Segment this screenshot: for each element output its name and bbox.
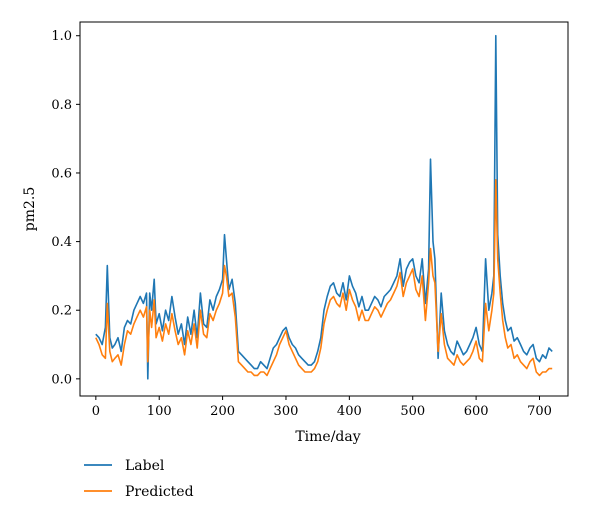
x-tick-label: 300 xyxy=(274,404,299,419)
series-line-label xyxy=(95,34,553,380)
plot-frame xyxy=(79,21,569,397)
y-tick-label: 0.0 xyxy=(51,372,72,387)
y-tick-label: 0.8 xyxy=(51,98,72,113)
x-axis-title: Time/day xyxy=(295,429,360,445)
y-axis-ticks: 0.0 0.2 0.4 0.6 0.8 1.0 xyxy=(51,29,80,387)
y-tick-label: 0.4 xyxy=(51,235,72,250)
y-tick-label: 0.6 xyxy=(51,166,72,181)
series-line-predicted xyxy=(95,179,553,377)
x-tick-label: 600 xyxy=(464,404,489,419)
legend: Label Predicted xyxy=(84,458,194,500)
series-layer xyxy=(95,34,553,380)
legend-label-label: Label xyxy=(125,458,165,474)
legend-label-predicted: Predicted xyxy=(125,484,194,500)
y-tick-label: 0.2 xyxy=(51,304,72,319)
x-tick-label: 500 xyxy=(400,404,425,419)
x-tick-label: 100 xyxy=(147,404,172,419)
x-tick-label: 700 xyxy=(527,404,552,419)
x-axis-ticks: 0 100 200 300 400 500 600 700 xyxy=(92,396,552,419)
x-tick-label: 200 xyxy=(210,404,235,419)
y-tick-label: 1.0 xyxy=(51,29,72,44)
y-axis-title: pm2.5 xyxy=(22,187,38,232)
x-tick-label: 400 xyxy=(337,404,362,419)
x-tick-label: 0 xyxy=(92,404,100,419)
